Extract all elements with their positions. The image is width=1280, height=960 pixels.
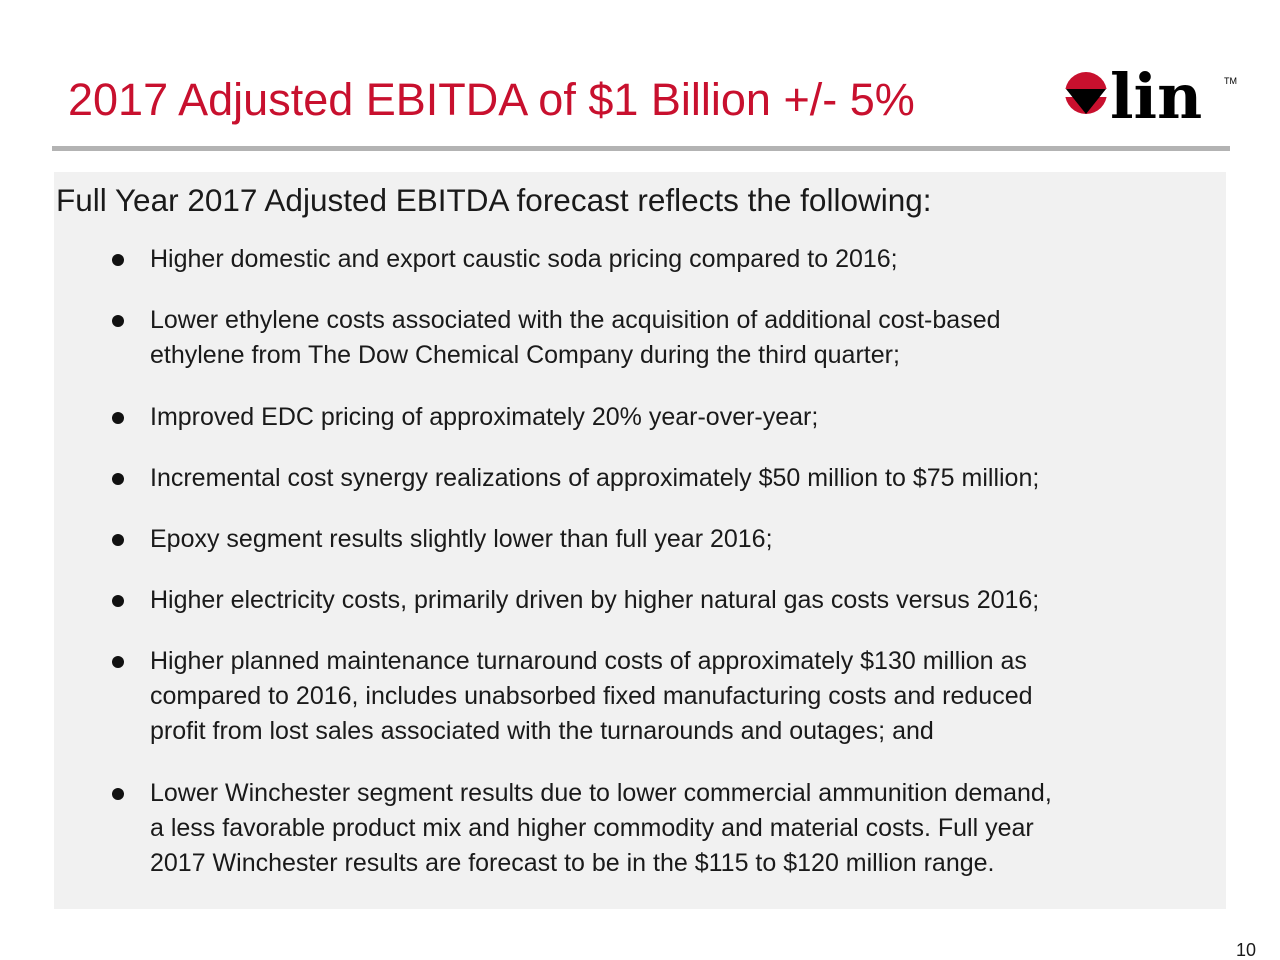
content-panel: Full Year 2017 Adjusted EBITDA forecast …	[54, 172, 1226, 909]
bullet-dot-icon	[112, 412, 124, 424]
bullet-electricity: Higher electricity costs, primarily driv…	[112, 583, 1222, 618]
bullet-line: Lower Winchester segment results due to …	[150, 779, 1052, 807]
page-number: 10	[1236, 940, 1257, 960]
bullet-line: a less favorable product mix and higher …	[150, 814, 1034, 842]
bullet-maintenance: Higher planned maintenance turnaround co…	[112, 644, 1222, 749]
bullet-line: Lower ethylene costs associated with the…	[150, 306, 1001, 334]
slide-title: 2017 Adjusted EBITDA of $1 Billion +/- 5…	[68, 74, 915, 125]
bullet-line: Incremental cost synergy realizations of…	[150, 464, 1040, 492]
trademark-mark: TM	[1224, 76, 1237, 86]
bullet-dot-icon	[112, 473, 124, 485]
bullet-line: 2017 Winchester results are forecast to …	[150, 849, 995, 877]
bullet-line: Epoxy segment results slightly lower tha…	[150, 525, 773, 553]
bullet-line: Higher electricity costs, primarily driv…	[150, 586, 1040, 614]
bullet-synergy: Incremental cost synergy realizations of…	[112, 461, 1222, 496]
bullet-line: Higher domestic and export caustic soda …	[150, 245, 898, 273]
bullet-epoxy: Epoxy segment results slightly lower tha…	[112, 522, 1222, 557]
bullet-dot-icon	[112, 788, 124, 800]
bullet-line: compared to 2016, includes unabsorbed fi…	[150, 682, 1033, 710]
intro-text: Full Year 2017 Adjusted EBITDA forecast …	[56, 182, 932, 218]
olin-logo: lin TM	[1062, 60, 1237, 124]
bullet-caustic-soda: Higher domestic and export caustic soda …	[112, 242, 1222, 277]
bullet-winchester: Lower Winchester segment results due to …	[112, 776, 1222, 881]
bullet-line: Higher planned maintenance turnaround co…	[150, 647, 1027, 675]
logo-wordmark: lin	[1110, 60, 1202, 124]
bullet-line: Improved EDC pricing of approximately 20…	[150, 403, 819, 431]
bullet-dot-icon	[112, 315, 124, 327]
bullet-dot-icon	[112, 534, 124, 546]
bullet-dot-icon	[112, 595, 124, 607]
bullet-ethylene: Lower ethylene costs associated with the…	[112, 303, 1222, 373]
bullet-dot-icon	[112, 254, 124, 266]
bullet-dot-icon	[112, 656, 124, 668]
bullet-line: ethylene from The Dow Chemical Company d…	[150, 341, 900, 369]
title-divider	[52, 146, 1230, 151]
bullet-line: profit from lost sales associated with t…	[150, 717, 934, 745]
bullet-edc: Improved EDC pricing of approximately 20…	[112, 400, 1222, 435]
